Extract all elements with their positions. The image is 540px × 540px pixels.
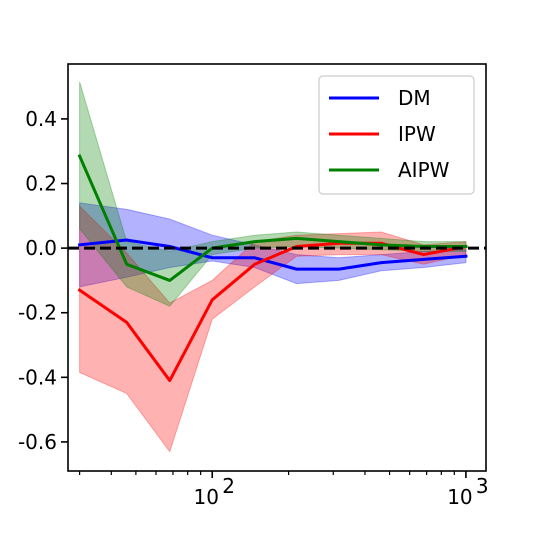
band-aipw: [79, 81, 467, 307]
band-ipw: [79, 204, 467, 453]
y-tick-label: -0.4: [18, 365, 57, 389]
x-tick-label: 10: [447, 485, 472, 509]
y-tick-label: -0.2: [18, 301, 57, 325]
plot-area: [68, 81, 486, 453]
line-aipw: [77, 154, 468, 282]
axes-frame: [67, 63, 487, 472]
line-dm: [77, 238, 468, 271]
y-tick-label: 0.0: [25, 236, 57, 260]
legend-label-aipw: AIPW: [398, 158, 450, 182]
x-tick-label-exponent: 3: [476, 474, 489, 498]
legend-label-ipw: IPW: [398, 122, 436, 146]
x-tick-label: 10: [194, 485, 219, 509]
legend: [318, 75, 475, 195]
legend-label-dm: DM: [398, 86, 431, 110]
y-tick-label: 0.4: [25, 107, 57, 131]
y-tick-label: -0.6: [18, 430, 57, 454]
line-ipw: [77, 241, 468, 383]
x-tick-label-exponent: 2: [222, 474, 235, 498]
y-tick-label: 0.2: [25, 172, 57, 196]
